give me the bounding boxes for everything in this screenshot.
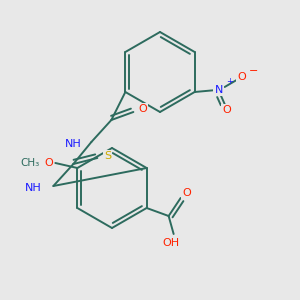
- Text: NH: NH: [64, 139, 81, 149]
- Text: O: O: [44, 158, 53, 168]
- Text: S: S: [104, 151, 111, 161]
- Text: N: N: [214, 85, 223, 95]
- Text: OH: OH: [162, 238, 179, 248]
- Text: NH: NH: [25, 183, 41, 193]
- Text: O: O: [182, 188, 191, 198]
- Text: +: +: [226, 77, 233, 86]
- Text: −: −: [249, 66, 258, 76]
- Text: CH₃: CH₃: [21, 158, 40, 168]
- Text: O: O: [237, 72, 246, 82]
- Text: O: O: [222, 105, 231, 115]
- Text: O: O: [138, 104, 147, 114]
